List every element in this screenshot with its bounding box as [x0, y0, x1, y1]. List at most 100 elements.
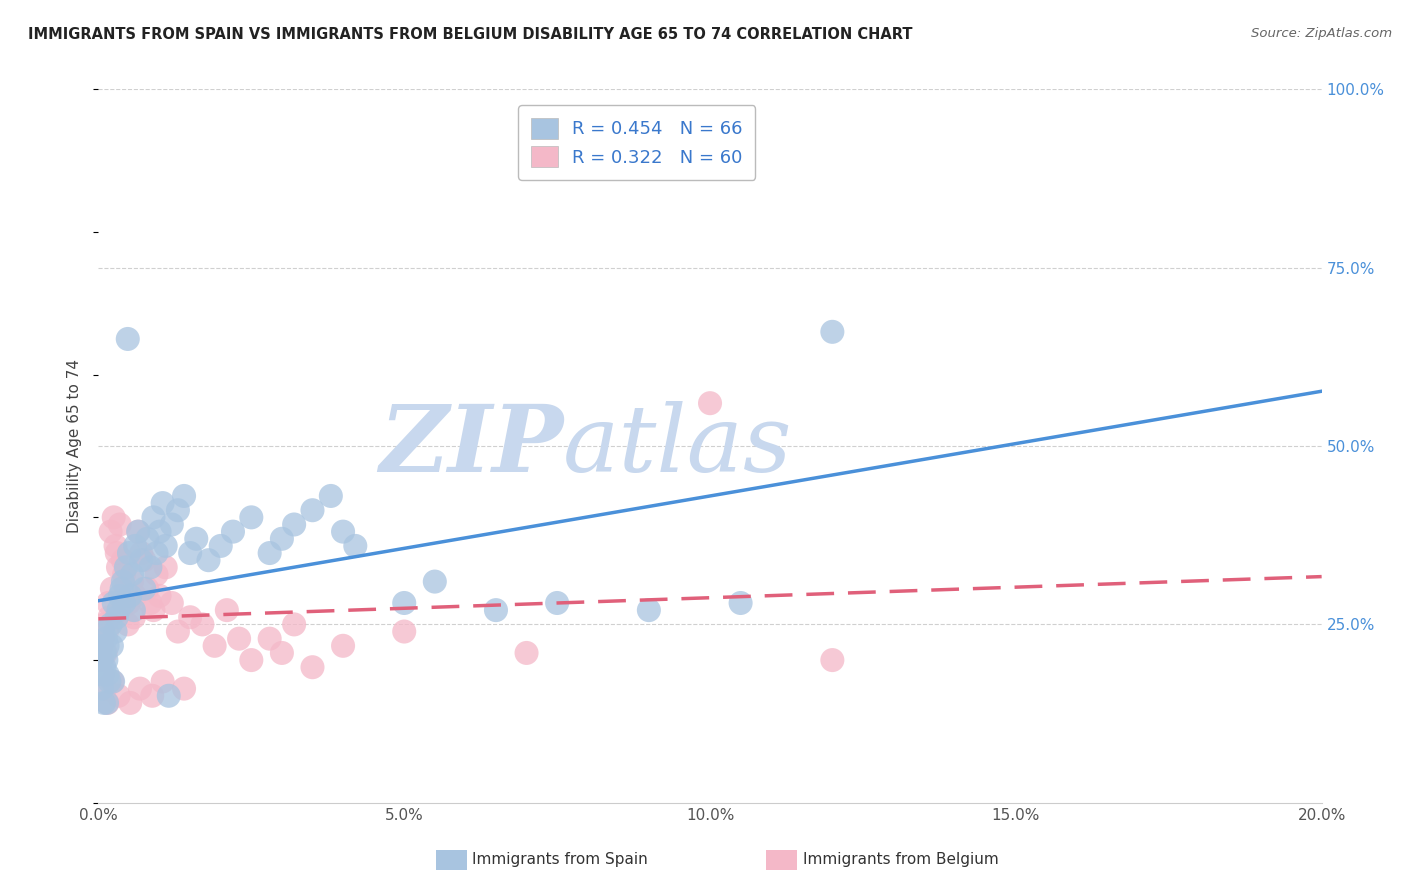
Point: [145, 546, 167, 560]
Point: [222, 524, 245, 539]
Point: [121, 574, 143, 589]
Point: [97, 696, 120, 710]
Point: [118, 596, 141, 610]
Point: [91, 653, 114, 667]
Point: [97, 639, 120, 653]
Point: [228, 632, 250, 646]
Point: [115, 582, 138, 596]
Point: [94, 646, 117, 660]
Point: [160, 517, 183, 532]
Point: [821, 325, 844, 339]
Point: [97, 596, 120, 610]
Point: [124, 539, 146, 553]
Point: [142, 510, 165, 524]
Point: [124, 589, 146, 603]
Point: [91, 667, 114, 681]
Point: [127, 524, 149, 539]
Point: [204, 639, 226, 653]
Point: [129, 546, 152, 560]
Point: [108, 589, 131, 603]
Point: [167, 503, 190, 517]
Point: [145, 567, 167, 582]
Text: Source: ZipAtlas.com: Source: ZipAtlas.com: [1251, 27, 1392, 40]
Point: [121, 567, 143, 582]
Point: [90, 653, 112, 667]
Point: [127, 524, 149, 539]
Point: [94, 681, 117, 696]
Point: [105, 610, 128, 624]
Point: [209, 539, 232, 553]
Point: [117, 617, 139, 632]
Point: [129, 553, 152, 567]
Point: [149, 524, 172, 539]
Point: [122, 603, 145, 617]
Point: [101, 674, 124, 689]
Point: [93, 696, 115, 710]
Point: [149, 589, 172, 603]
Legend: R = 0.454   N = 66, R = 0.322   N = 60: R = 0.454 N = 66, R = 0.322 N = 60: [517, 105, 755, 179]
Point: [96, 696, 118, 710]
Point: [129, 681, 152, 696]
Point: [111, 603, 134, 617]
Point: [186, 532, 208, 546]
Point: [112, 567, 135, 582]
Point: [141, 689, 163, 703]
Point: [111, 553, 134, 567]
Point: [423, 574, 446, 589]
Point: [98, 610, 121, 624]
Point: [179, 610, 201, 624]
Point: [392, 624, 416, 639]
Point: [134, 553, 156, 567]
Point: [93, 646, 115, 660]
Point: [392, 596, 416, 610]
Text: Immigrants from Belgium: Immigrants from Belgium: [803, 853, 998, 867]
Point: [730, 596, 752, 610]
Point: [91, 624, 114, 639]
Point: [104, 539, 127, 553]
Point: [283, 617, 305, 632]
Point: [101, 639, 124, 653]
Point: [136, 532, 159, 546]
Point: [142, 603, 165, 617]
Point: [173, 681, 195, 696]
Point: [107, 689, 129, 703]
Point: [104, 624, 127, 639]
Point: [93, 617, 115, 632]
Point: [91, 681, 114, 696]
Point: [117, 332, 139, 346]
Point: [215, 603, 238, 617]
Text: atlas: atlas: [564, 401, 793, 491]
Point: [96, 624, 118, 639]
Text: ZIP: ZIP: [380, 401, 564, 491]
Point: [259, 632, 281, 646]
Point: [283, 517, 305, 532]
Text: IMMIGRANTS FROM SPAIN VS IMMIGRANTS FROM BELGIUM DISABILITY AGE 65 TO 74 CORRELA: IMMIGRANTS FROM SPAIN VS IMMIGRANTS FROM…: [28, 27, 912, 42]
Y-axis label: Disability Age 65 to 74: Disability Age 65 to 74: [67, 359, 83, 533]
Point: [152, 674, 174, 689]
Point: [107, 603, 129, 617]
Point: [103, 510, 125, 524]
Point: [179, 546, 201, 560]
Point: [332, 524, 354, 539]
Point: [259, 546, 281, 560]
Point: [120, 589, 142, 603]
Point: [100, 617, 122, 632]
Point: [301, 660, 323, 674]
Point: [821, 653, 844, 667]
Point: [485, 603, 508, 617]
Point: [155, 560, 177, 574]
Point: [97, 667, 120, 681]
Point: [344, 539, 367, 553]
Point: [115, 560, 138, 574]
Point: [94, 632, 117, 646]
Point: [197, 553, 219, 567]
Point: [111, 574, 134, 589]
Point: [155, 539, 177, 553]
Point: [90, 639, 112, 653]
Point: [240, 510, 263, 524]
Point: [516, 646, 538, 660]
Point: [332, 639, 354, 653]
Point: [91, 667, 114, 681]
Point: [105, 546, 128, 560]
Point: [101, 674, 124, 689]
